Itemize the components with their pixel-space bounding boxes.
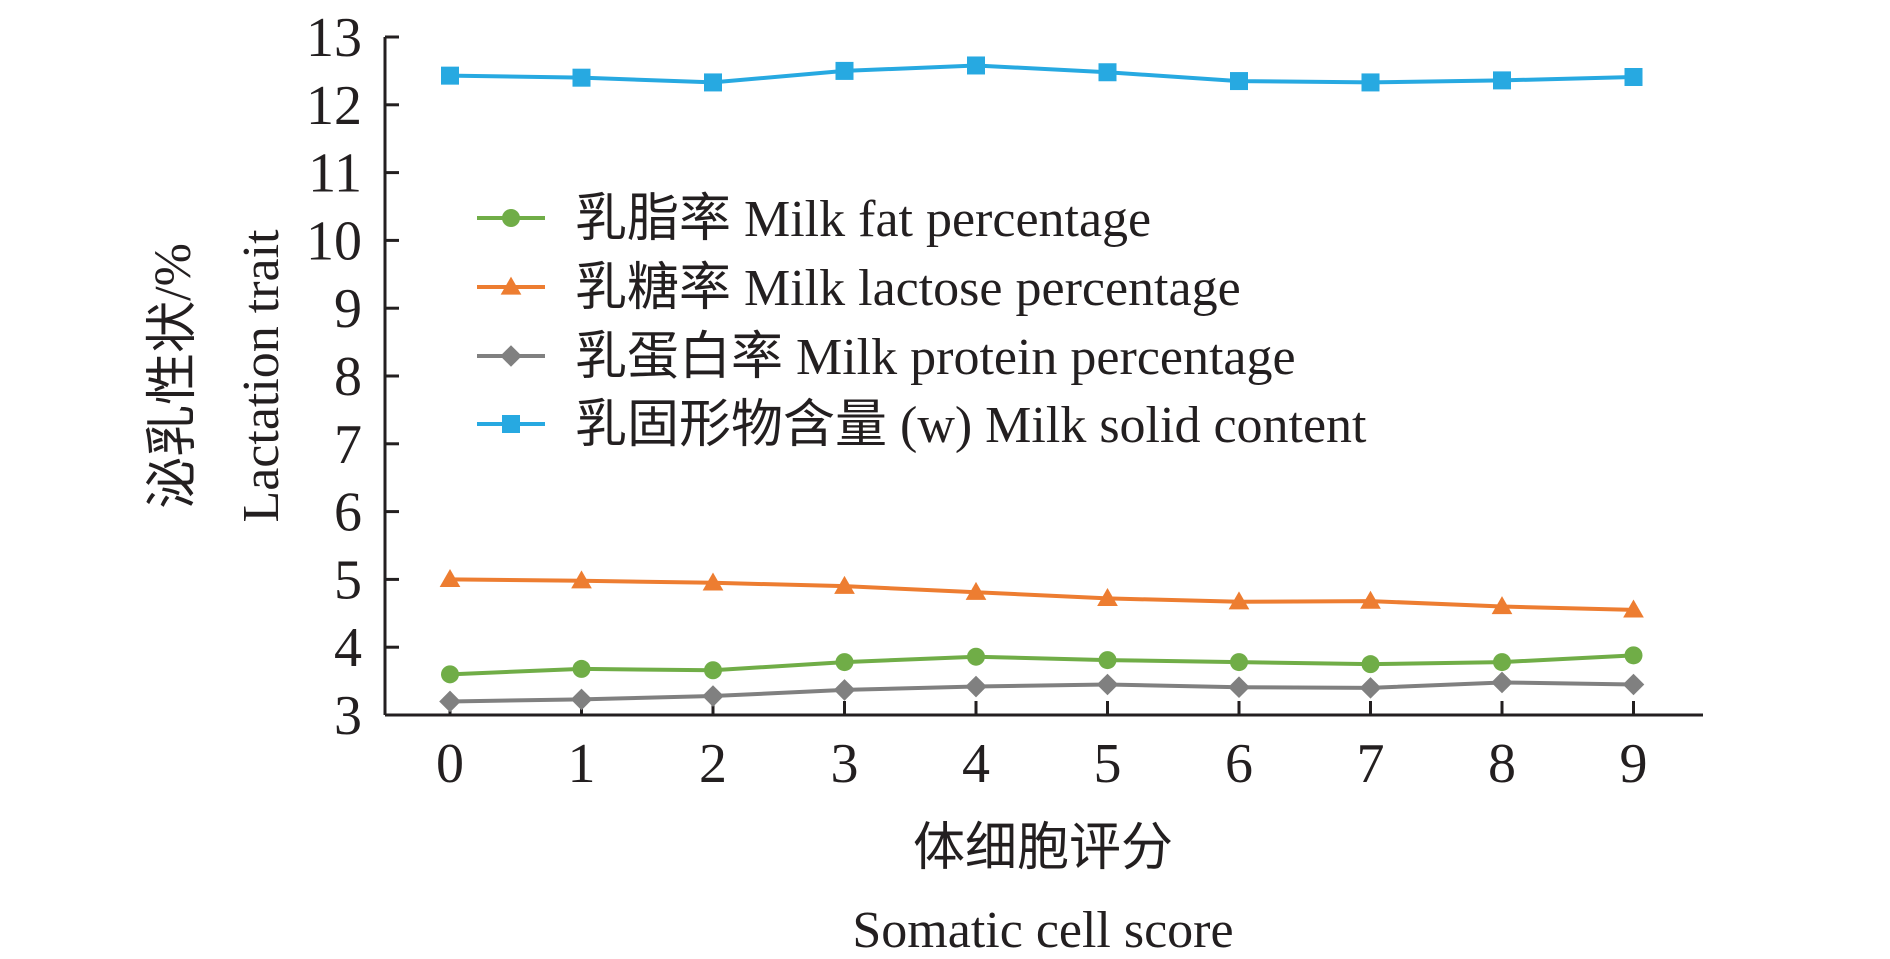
legend-label: 乳脂率 Milk fat percentage: [575, 191, 1151, 248]
y-axis-label-en: Lactation trait: [233, 229, 290, 523]
data-point: [1098, 63, 1117, 82]
y-tick-label: 12: [306, 75, 362, 137]
data-point: [833, 679, 856, 701]
x-tick-label: 8: [1488, 733, 1516, 795]
y-tick-label: 13: [306, 7, 362, 69]
data-point: [570, 688, 593, 711]
data-point: [1359, 677, 1382, 699]
data-point: [1624, 646, 1643, 665]
data-point: [571, 570, 592, 589]
legend-label: 乳固形物含量 (w) Milk solid content: [575, 397, 1367, 454]
data-point: [572, 68, 591, 87]
data-point: [967, 647, 985, 666]
data-point: [702, 572, 724, 591]
data-point: [1230, 72, 1248, 91]
y-tick-label: 3: [334, 685, 362, 747]
x-tick-label: 0: [436, 733, 464, 795]
x-tick-label: 5: [1094, 733, 1122, 795]
legend-marker: [500, 345, 522, 367]
data-point: [1230, 653, 1248, 672]
y-tick-label: 10: [306, 210, 362, 272]
series-4: [441, 56, 1643, 92]
y-tick-label: 7: [334, 414, 362, 476]
data-point: [704, 661, 722, 680]
series-layer: [439, 56, 1645, 713]
series-line: [449, 63, 1634, 85]
data-point: [1228, 591, 1250, 610]
data-point: [1622, 673, 1645, 696]
data-point: [1360, 590, 1381, 609]
series-line: [449, 680, 1634, 704]
x-axis-label-zh: 体细胞评分: [913, 820, 1173, 877]
legend-entry-1: 乳脂率 Milk fat percentage: [477, 191, 1151, 248]
data-point: [1493, 653, 1511, 672]
data-point: [1361, 73, 1380, 92]
data-point: [1491, 596, 1513, 615]
data-point: [835, 61, 854, 80]
y-tick-label: 11: [308, 143, 362, 205]
data-point: [835, 653, 854, 672]
data-point: [1624, 68, 1643, 87]
legend-entry-2: 乳糖率 Milk lactose percentage: [477, 260, 1241, 317]
x-tick-label: 6: [1225, 733, 1253, 795]
data-point: [704, 73, 722, 92]
y-tick-label: 6: [334, 482, 362, 544]
legend-marker: [502, 209, 520, 227]
legend-entry-4: 乳固形物含量 (w) Milk solid content: [477, 397, 1367, 454]
x-axis-label-en: Somatic cell score: [852, 902, 1233, 959]
data-point: [702, 685, 724, 707]
legend-label: 乳糖率 Milk lactose percentage: [575, 260, 1241, 317]
data-point: [1096, 673, 1119, 696]
legend: 乳脂率 Milk fat percentage 乳糖率 Milk lactose …: [477, 191, 1367, 454]
legend-entry-3: 乳蛋白率 Milk protein percentage: [477, 329, 1296, 386]
series-2: [439, 569, 1644, 618]
x-tick-label: 1: [568, 733, 596, 795]
legend-marker: [500, 276, 522, 295]
x-tick-label: 4: [962, 733, 990, 795]
x-tick-label: 9: [1620, 733, 1648, 795]
x-tick-label: 2: [699, 733, 727, 795]
series-3: [439, 671, 1645, 713]
legend-marker: [502, 415, 520, 433]
series-line: [449, 653, 1634, 677]
y-tick-label: 4: [334, 617, 362, 679]
data-point: [439, 569, 461, 588]
y-tick-label: 5: [334, 549, 362, 611]
x-tick-label: 7: [1357, 733, 1385, 795]
data-point: [1097, 588, 1118, 607]
data-point: [1623, 599, 1644, 618]
series-1: [441, 646, 1643, 684]
y-tick-label: 8: [334, 346, 362, 408]
data-point: [1493, 71, 1511, 90]
data-point: [1491, 671, 1513, 694]
data-point: [965, 581, 987, 600]
data-point: [441, 665, 459, 684]
y-tick-label: 9: [334, 278, 362, 340]
data-point: [967, 56, 985, 75]
y-axis-label-zh: 泌乳性状/%: [145, 243, 202, 509]
series-line: [449, 577, 1634, 612]
data-point: [1228, 676, 1250, 699]
legend-label: 乳蛋白率 Milk protein percentage: [575, 329, 1296, 386]
data-point: [439, 690, 461, 713]
data-point: [1098, 651, 1117, 670]
data-point: [441, 66, 459, 85]
x-ticks: 0 1 2 3 4 5 6 7 8 9: [436, 701, 1648, 795]
data-point: [965, 675, 987, 698]
data-point: [1361, 655, 1380, 674]
data-point: [834, 575, 855, 594]
data-point: [572, 659, 591, 678]
x-tick-label: 3: [831, 733, 859, 795]
